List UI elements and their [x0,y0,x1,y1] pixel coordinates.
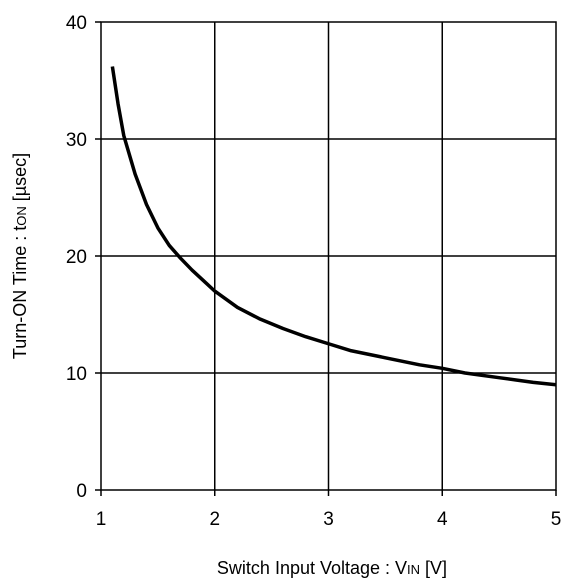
y-tick-label: 40 [66,13,87,34]
tick-labels: 1 2 3 4 5 0 10 20 30 40 [66,13,561,530]
series-layer [110,66,557,387]
plot-frame [95,21,557,496]
y-tick-label: 10 [66,364,87,385]
y-tick-label: 20 [66,247,87,268]
x-tick-label: 2 [209,509,220,530]
y-tick-label: 0 [76,481,87,502]
series-line-0 [110,66,557,387]
y-tick-label: 30 [66,130,87,151]
x-tick-label: 5 [551,509,562,530]
x-tick-label: 4 [437,509,448,530]
grid [101,22,556,490]
x-axis-title: Switch Input Voltage : VIN [V] [217,558,447,578]
x-tick-label: 3 [323,509,334,530]
y-axis-title: Turn-ON Time : tON [µsec] [10,153,30,359]
x-tick-label: 1 [96,509,107,530]
